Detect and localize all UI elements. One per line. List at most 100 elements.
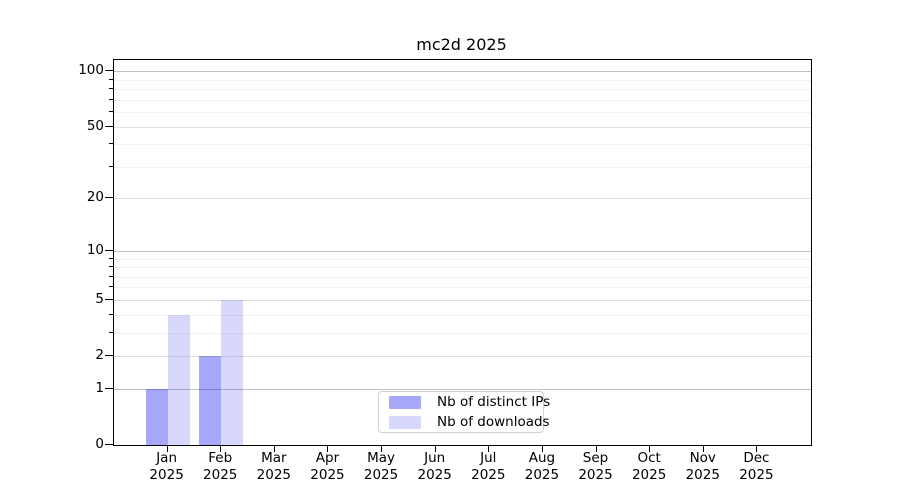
- legend-label-downloads: Nb of downloads: [437, 413, 550, 430]
- x-tick-label: Jul 2025: [448, 450, 528, 483]
- x-tick-year: 2025: [203, 466, 238, 483]
- y-tick-minor: [109, 143, 113, 145]
- x-tick: [488, 445, 490, 452]
- y-tick: [105, 197, 113, 199]
- y-tick-minor: [109, 165, 113, 167]
- gridline-minor: [114, 287, 811, 289]
- x-tick-label: Jan 2025: [127, 450, 207, 483]
- x-tick: [702, 445, 704, 452]
- y-tick: [105, 298, 113, 300]
- y-tick-minor: [109, 331, 113, 333]
- y-tick-label: 50: [86, 117, 104, 134]
- gridline-decade: [114, 388, 811, 390]
- y-tick-minor: [109, 275, 113, 277]
- y-tick-label: 10: [86, 241, 104, 258]
- x-tick-label: May 2025: [341, 450, 421, 483]
- gridline-major: [114, 198, 811, 200]
- x-tick: [327, 445, 329, 452]
- x-tick-month: Dec: [743, 450, 770, 466]
- y-tick-minor: [109, 266, 113, 268]
- gridline-minor: [114, 166, 811, 168]
- bar-downloads: [221, 299, 244, 445]
- x-tick-month: Mar: [261, 450, 287, 466]
- gridline-minor: [114, 314, 811, 316]
- gridline-minor: [114, 332, 811, 334]
- x-tick-month: May: [367, 450, 396, 466]
- x-tick-label: Sep 2025: [556, 450, 636, 483]
- x-tick-year: 2025: [631, 466, 667, 483]
- y-tick-minor: [109, 313, 113, 315]
- gridline-minor: [114, 144, 811, 146]
- x-tick: [434, 445, 436, 452]
- y-tick-minor: [109, 111, 113, 113]
- gridline-major: [114, 356, 811, 358]
- y-tick-minor: [109, 98, 113, 100]
- y-tick: [105, 70, 113, 72]
- x-tick: [220, 445, 222, 452]
- x-tick-month: Jan: [156, 450, 178, 466]
- gridline-minor: [114, 267, 811, 269]
- x-tick-year: 2025: [685, 466, 720, 483]
- gridline-minor: [114, 258, 811, 260]
- x-tick-label: Feb 2025: [180, 450, 260, 483]
- x-tick-label: Oct 2025: [609, 450, 689, 483]
- x-tick: [595, 445, 597, 452]
- x-tick-month: Jul: [480, 450, 497, 466]
- x-tick-year: 2025: [149, 466, 184, 483]
- x-tick: [649, 445, 651, 452]
- x-tick: [381, 445, 383, 452]
- x-tick-year: 2025: [417, 466, 452, 483]
- legend-swatch-downloads: [389, 415, 421, 429]
- x-tick-month: Sep: [582, 450, 609, 466]
- gridline-minor: [114, 79, 811, 81]
- legend-label-distinct-ips: Nb of distinct IPs: [437, 393, 551, 410]
- gridline-decade: [114, 250, 811, 252]
- y-tick: [105, 444, 113, 445]
- x-tick-month: Jun: [424, 450, 446, 466]
- x-tick: [166, 445, 168, 452]
- y-tick: [105, 355, 113, 357]
- x-tick-label: Apr 2025: [287, 450, 367, 483]
- legend-item-distinct-ips: Nb of distinct IPs: [389, 394, 550, 410]
- gridline-major: [114, 299, 811, 301]
- x-tick-year: 2025: [310, 466, 345, 483]
- bar-downloads: [167, 314, 190, 445]
- gridline-minor: [114, 112, 811, 114]
- x-tick-month: Aug: [528, 450, 556, 466]
- gridline-major: [114, 126, 811, 128]
- chart-title: mc2d 2025: [416, 35, 507, 54]
- legend-item-downloads: Nb of downloads: [389, 414, 550, 430]
- legend: Nb of distinct IPs Nb of downloads: [378, 391, 550, 433]
- y-tick: [105, 387, 113, 389]
- x-tick-month: Oct: [637, 450, 661, 466]
- x-tick-label: Dec 2025: [716, 450, 796, 483]
- x-tick-month: Feb: [208, 450, 233, 466]
- gridline-minor: [114, 276, 811, 278]
- x-tick-label: Nov 2025: [663, 450, 743, 483]
- x-tick-year: 2025: [524, 466, 560, 483]
- y-tick-label: 5: [95, 290, 104, 307]
- x-tick: [541, 445, 543, 452]
- y-tick: [105, 249, 113, 251]
- x-tick: [273, 445, 275, 452]
- y-tick-label: 20: [86, 189, 104, 206]
- x-tick-label: Jun 2025: [395, 450, 475, 483]
- bar-distinct-ips: [199, 356, 222, 445]
- legend-swatch-distinct-ips: [389, 395, 421, 409]
- y-tick-minor: [109, 88, 113, 90]
- gridline-minor: [114, 89, 811, 91]
- y-tick-label: 2: [95, 347, 104, 364]
- y-tick-label: 1: [95, 379, 104, 396]
- y-tick-label: 100: [78, 62, 104, 79]
- x-tick-year: 2025: [363, 466, 399, 483]
- x-tick-label: Aug 2025: [502, 450, 582, 483]
- y-tick-minor: [109, 257, 113, 259]
- bar-distinct-ips: [145, 388, 168, 445]
- x-tick-year: 2025: [471, 466, 506, 483]
- x-tick-month: Nov: [689, 450, 716, 466]
- plot-area: [113, 59, 812, 446]
- x-tick: [756, 445, 758, 452]
- x-tick-month: Apr: [315, 450, 340, 466]
- gridline-decade: [114, 71, 811, 73]
